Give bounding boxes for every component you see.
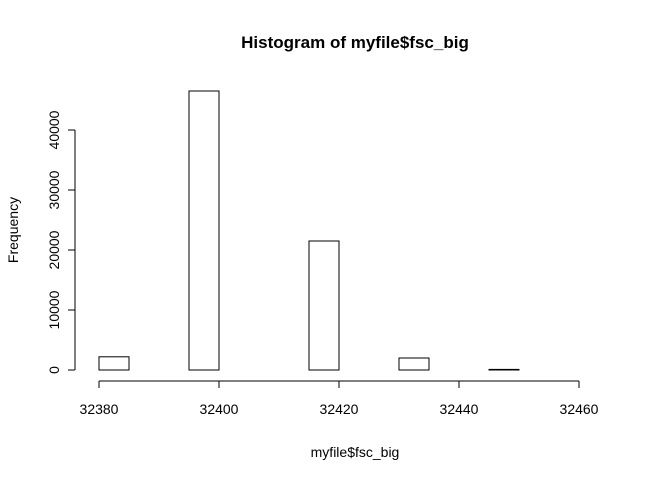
histogram-bar-3: [188, 90, 220, 371]
x-tick-label-0: 32380: [80, 401, 119, 417]
y-axis: 0 10000 20000 30000 40000: [46, 110, 76, 374]
y-tick-label-0: 0: [46, 366, 62, 374]
histogram-bar-10: [398, 357, 430, 371]
chart-title: Histogram of myfile$fsc_big: [241, 33, 469, 52]
bars-group: [98, 90, 520, 371]
histogram-bar-7: [308, 240, 340, 371]
x-tick-label-1: 32400: [200, 401, 239, 417]
x-tick-label-3: 32440: [440, 401, 479, 417]
histogram-bar-0: [98, 356, 130, 371]
x-tick-label-2: 32420: [320, 401, 359, 417]
x-axis: 32380 32400 32420 32440 32460: [80, 380, 599, 417]
x-axis-label: myfile$fsc_big: [311, 444, 400, 460]
y-tick-label-3: 30000: [46, 170, 62, 209]
y-tick-label-1: 10000: [46, 290, 62, 329]
histogram-bar-13: [488, 368, 520, 371]
y-axis-label: Frequency: [5, 197, 21, 263]
y-tick-label-2: 20000: [46, 230, 62, 269]
x-tick-label-4: 32460: [560, 401, 599, 417]
y-tick-label-4: 40000: [46, 110, 62, 149]
